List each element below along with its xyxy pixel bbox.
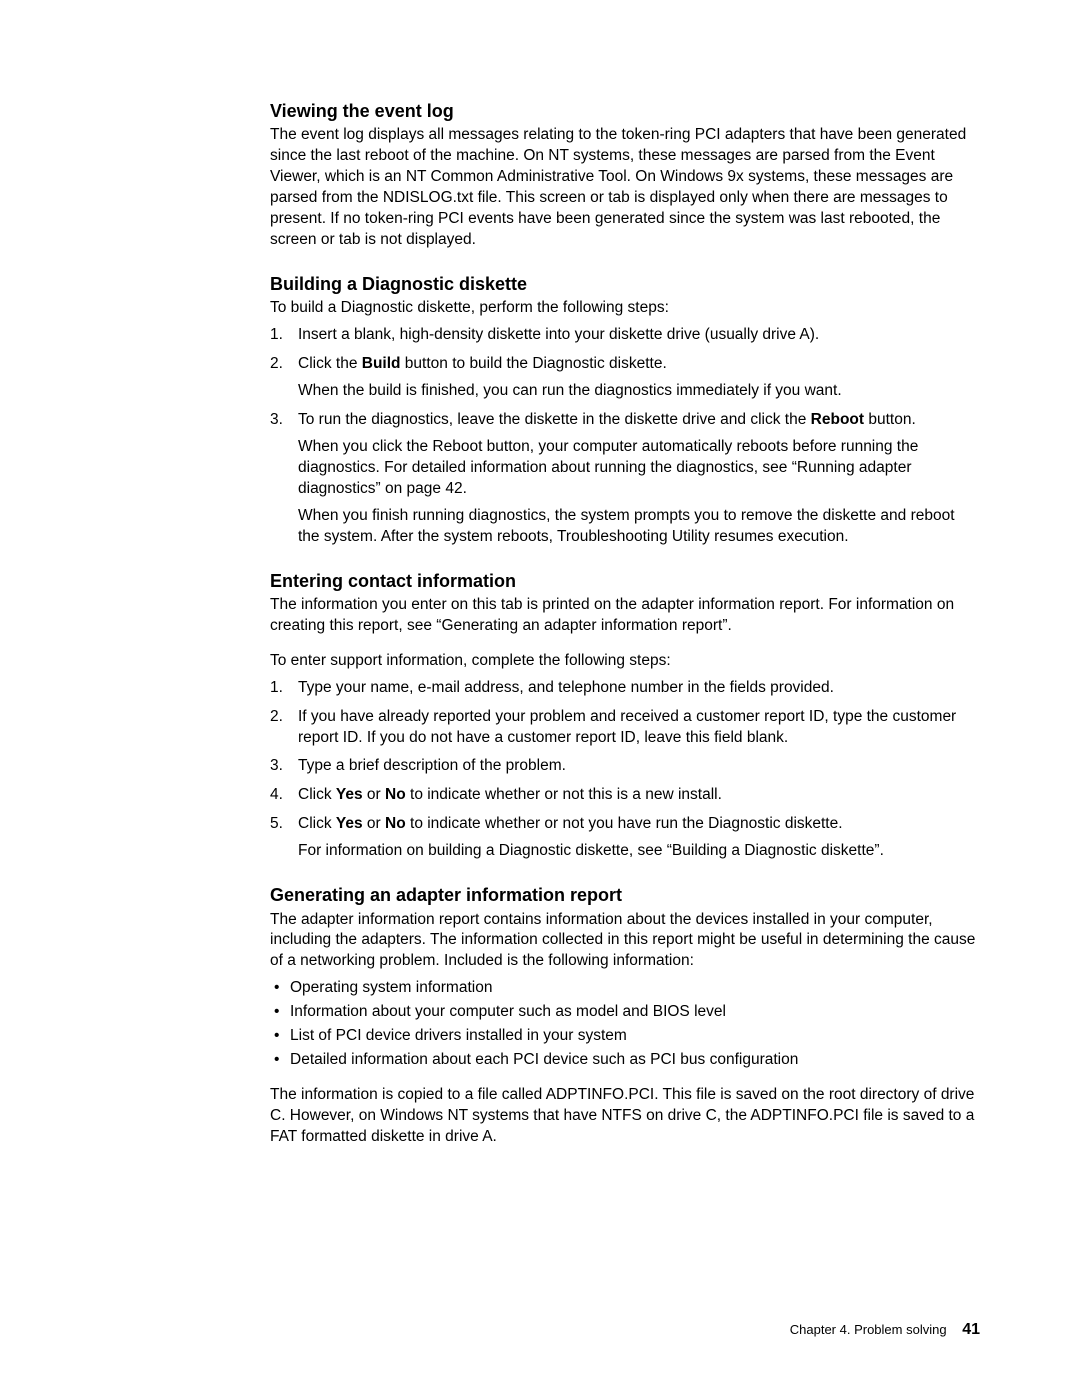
para-entering-1: The information you enter on this tab is… bbox=[270, 595, 980, 637]
text: For information on building a Diagnostic… bbox=[298, 842, 667, 859]
page-footer: Chapter 4. Problem solving 41 bbox=[790, 1321, 980, 1339]
bold-text: Reboot bbox=[811, 411, 864, 428]
list-item: Operating system information bbox=[270, 978, 980, 999]
bold-text: Yes bbox=[336, 815, 363, 832]
list-item: To run the diagnostics, leave the disket… bbox=[270, 410, 980, 548]
text: To run the diagnostics, leave the disket… bbox=[298, 411, 811, 428]
bold-text: No bbox=[385, 815, 406, 832]
list-report-info: Operating system information Information… bbox=[270, 978, 980, 1071]
text: to indicate whether or not this is a new… bbox=[406, 786, 722, 803]
sub-text: When the build is finished, you can run … bbox=[298, 381, 980, 402]
bold-text: No bbox=[385, 786, 406, 803]
text: or bbox=[363, 815, 385, 832]
list-item: Detailed information about each PCI devi… bbox=[270, 1050, 980, 1071]
text: button to build the Diagnostic diskette. bbox=[401, 355, 667, 372]
footer-chapter: Chapter 4. Problem solving bbox=[790, 1322, 947, 1337]
heading-entering-contact: Entering contact information bbox=[270, 570, 980, 593]
text: or bbox=[363, 786, 385, 803]
list-item: Insert a blank, high-density diskette in… bbox=[270, 325, 980, 346]
list-item: List of PCI device drivers installed in … bbox=[270, 1026, 980, 1047]
list-item: Click the Build button to build the Diag… bbox=[270, 354, 980, 402]
list-item: If you have already reported your proble… bbox=[270, 707, 980, 749]
bold-text: Build bbox=[362, 355, 401, 372]
sub-text: When you click the Reboot button, your c… bbox=[298, 437, 980, 500]
text: Click bbox=[298, 815, 336, 832]
list-item: Type a brief description of the problem. bbox=[270, 756, 980, 777]
list-item: Click Yes or No to indicate whether or n… bbox=[270, 785, 980, 806]
text: Click bbox=[298, 786, 336, 803]
link-building-diskette[interactable]: “Building a Diagnostic diskette” bbox=[667, 842, 880, 859]
link-generating-report[interactable]: “Generating an adapter information repor… bbox=[436, 617, 727, 634]
bold-text: Yes bbox=[336, 786, 363, 803]
document-page: Viewing the event log The event log disp… bbox=[0, 0, 1080, 1222]
list-entering-steps: Type your name, e-mail address, and tele… bbox=[270, 678, 980, 862]
para-generating-1: The adapter information report contains … bbox=[270, 910, 980, 973]
heading-generating-report: Generating an adapter information report bbox=[270, 884, 980, 907]
text: . bbox=[880, 842, 884, 859]
list-building-steps: Insert a blank, high-density diskette in… bbox=[270, 325, 980, 547]
heading-building-diskette: Building a Diagnostic diskette bbox=[270, 273, 980, 296]
para-entering-2: To enter support information, complete t… bbox=[270, 651, 980, 672]
text: Click the bbox=[298, 355, 362, 372]
para-generating-2: The information is copied to a file call… bbox=[270, 1085, 980, 1148]
para-building-intro: To build a Diagnostic diskette, perform … bbox=[270, 298, 980, 319]
heading-viewing-event-log: Viewing the event log bbox=[270, 100, 980, 123]
list-item: Type your name, e-mail address, and tele… bbox=[270, 678, 980, 699]
text: button. bbox=[864, 411, 916, 428]
list-item: Information about your computer such as … bbox=[270, 1002, 980, 1023]
para-viewing: The event log displays all messages rela… bbox=[270, 125, 980, 251]
footer-page-number: 41 bbox=[962, 1321, 980, 1338]
text: . bbox=[728, 617, 732, 634]
sub-text: For information on building a Diagnostic… bbox=[298, 841, 980, 862]
sub-text: When you finish running diagnostics, the… bbox=[298, 506, 980, 548]
text: to indicate whether or not you have run … bbox=[406, 815, 843, 832]
list-item: Click Yes or No to indicate whether or n… bbox=[270, 814, 980, 862]
